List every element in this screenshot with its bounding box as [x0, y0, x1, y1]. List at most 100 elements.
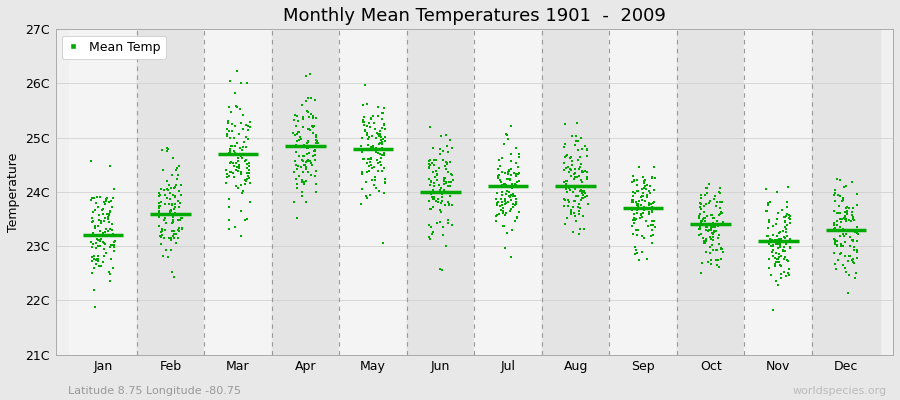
Point — [692, 215, 706, 222]
Point — [633, 164, 647, 170]
Point — [166, 192, 181, 198]
Point — [105, 220, 120, 227]
Point — [558, 197, 572, 204]
Point — [500, 171, 515, 177]
Point — [427, 156, 441, 163]
Point — [626, 199, 640, 205]
Point — [378, 126, 392, 132]
Point — [498, 170, 512, 176]
Point — [221, 216, 236, 223]
Point — [563, 207, 578, 213]
Point — [223, 134, 238, 141]
Point — [706, 222, 721, 228]
Point — [171, 224, 185, 231]
Point — [160, 186, 175, 192]
Point — [309, 134, 323, 141]
Point — [568, 213, 582, 220]
Point — [560, 189, 574, 195]
Point — [828, 238, 842, 245]
Point — [233, 171, 248, 177]
Point — [780, 257, 795, 264]
Point — [431, 198, 446, 205]
Point — [776, 247, 790, 254]
Point — [421, 198, 436, 204]
Point — [764, 243, 778, 249]
Point — [839, 269, 853, 275]
Point — [88, 207, 103, 214]
Point — [430, 171, 445, 178]
Point — [713, 205, 727, 212]
Point — [91, 243, 105, 249]
Point — [239, 80, 254, 86]
Point — [777, 244, 791, 250]
Point — [154, 229, 168, 235]
Point — [369, 184, 383, 191]
Point — [296, 124, 310, 130]
Point — [573, 197, 588, 203]
Point — [104, 256, 118, 262]
Point — [706, 215, 721, 222]
Text: Latitude 8.75 Longitude -80.75: Latitude 8.75 Longitude -80.75 — [68, 386, 240, 396]
Point — [636, 190, 651, 196]
Point — [503, 197, 517, 204]
Point — [568, 198, 582, 204]
Point — [302, 71, 317, 78]
Point — [847, 246, 861, 253]
Point — [692, 213, 706, 219]
Point — [630, 207, 644, 214]
Point — [101, 214, 115, 220]
Point — [778, 224, 793, 230]
Point — [234, 153, 248, 160]
Point — [299, 177, 313, 184]
Point — [230, 102, 244, 109]
Point — [511, 153, 526, 160]
Point — [96, 240, 111, 246]
Point — [152, 203, 166, 210]
Point — [643, 182, 657, 189]
Point — [227, 148, 241, 154]
Point — [429, 172, 444, 178]
Point — [574, 134, 589, 141]
Bar — [609, 29, 677, 354]
Point — [510, 164, 525, 171]
Point — [578, 142, 592, 149]
Point — [433, 207, 447, 213]
Point — [499, 131, 513, 137]
Point — [572, 188, 587, 194]
Point — [441, 199, 455, 205]
Point — [445, 171, 459, 178]
Point — [508, 218, 523, 225]
Point — [374, 155, 388, 162]
Point — [296, 116, 310, 122]
Point — [88, 257, 103, 263]
Bar — [474, 29, 542, 354]
Point — [309, 137, 323, 143]
Point — [166, 233, 181, 240]
Point — [373, 150, 387, 157]
Point — [165, 220, 179, 226]
Point — [562, 199, 576, 206]
Point — [93, 217, 107, 223]
Point — [766, 246, 780, 253]
Point — [309, 189, 323, 195]
Point — [761, 200, 776, 206]
Point — [227, 163, 241, 169]
Point — [86, 265, 101, 272]
Point — [698, 238, 712, 244]
Point — [239, 161, 254, 168]
Point — [355, 171, 369, 178]
Point — [166, 214, 180, 221]
Point — [562, 166, 577, 173]
Point — [378, 178, 392, 185]
Point — [174, 215, 188, 221]
Point — [224, 109, 238, 116]
Point — [172, 163, 186, 170]
Point — [572, 173, 586, 180]
Point — [234, 208, 248, 214]
Point — [302, 157, 316, 164]
Point — [364, 162, 379, 168]
Point — [766, 253, 780, 259]
Point — [774, 263, 788, 270]
Point — [292, 152, 306, 159]
Point — [559, 177, 573, 184]
